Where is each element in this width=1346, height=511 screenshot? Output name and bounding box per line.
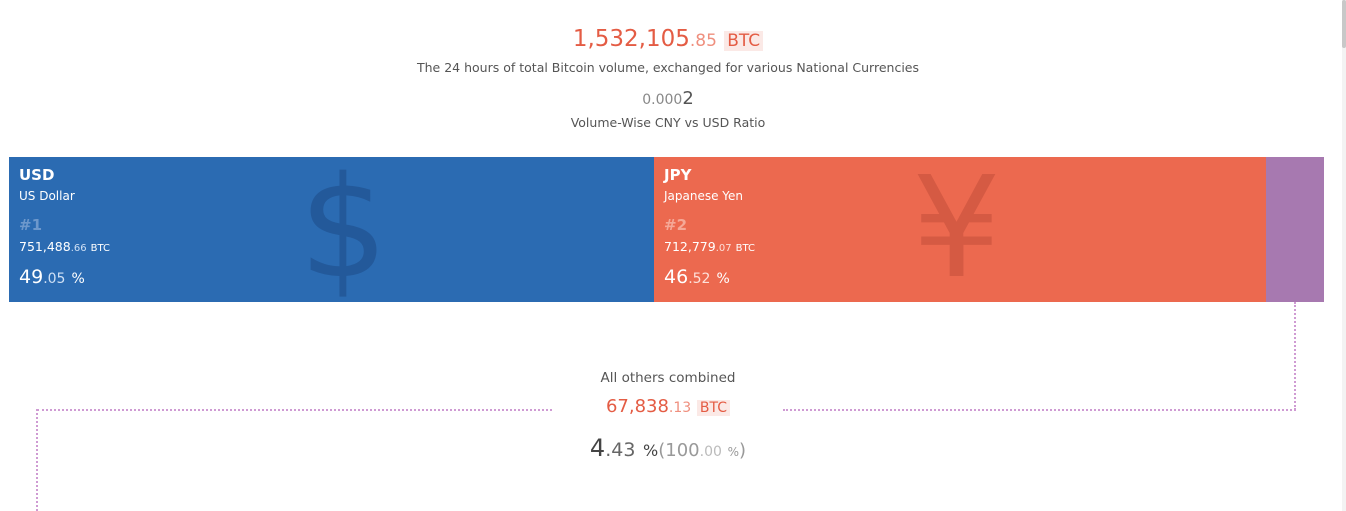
total-volume-unit: BTC	[724, 31, 764, 51]
connector-right-horizontal	[783, 409, 1296, 411]
volume-dec: .66	[70, 243, 87, 254]
share-dec: .52	[688, 271, 711, 287]
others-share-dec: .43	[605, 439, 636, 461]
ratio-description: Volume-Wise CNY vs USD Ratio	[570, 115, 766, 130]
ratio-last-digit: 2	[682, 88, 694, 109]
currency-share: 49.05 %	[19, 266, 85, 288]
share-dec: .05	[43, 271, 66, 287]
currency-bar-usd[interactable]: $ USD US Dollar #1 751,488.66 BTC 49.05 …	[9, 157, 654, 302]
volume-unit: BTC	[735, 243, 755, 254]
currency-name: Japanese Yen	[664, 189, 744, 203]
others-share-int: 4	[589, 434, 606, 462]
currency-name: US Dollar	[19, 189, 75, 203]
share-symbol: %	[716, 271, 730, 287]
total-share: (100.00 %)	[658, 440, 747, 461]
total-share-symbol: %	[727, 445, 740, 459]
currency-bar-jpy[interactable]: ¥ JPY Japanese Yen #2 712,779.07 BTC 46.…	[654, 157, 1266, 302]
connector-right-vertical	[1294, 302, 1296, 410]
total-volume-dec: .85	[689, 31, 717, 51]
cny-usd-ratio: 0.0002	[0, 88, 1336, 109]
share-int: 46	[664, 266, 689, 288]
currency-code: USD	[19, 166, 55, 184]
total-volume-description: The 24 hours of total Bitcoin volume, ex…	[417, 60, 919, 75]
connector-left-vertical	[36, 409, 38, 511]
total-share-int: 100	[665, 440, 700, 461]
connector-left-horizontal	[37, 409, 552, 411]
volume-int: 751,488	[19, 239, 71, 254]
others-share-symbol: %	[643, 441, 659, 460]
others-volume-dec: .13	[668, 400, 692, 416]
total-volume-int: 1,532,105	[572, 26, 690, 52]
others-volume-int: 67,838	[605, 396, 669, 417]
currency-volume: 751,488.66 BTC	[19, 239, 110, 254]
ratio-lead: 0.000	[642, 92, 683, 108]
currency-code: JPY	[664, 166, 692, 184]
others-title: All others combined	[600, 370, 736, 386]
others-volume-unit: BTC	[696, 400, 731, 416]
volume-unit: BTC	[90, 243, 110, 254]
volume-dec: .07	[715, 243, 732, 254]
currency-rank: #2	[664, 216, 688, 234]
total-volume: 1,532,105.85 BTC	[0, 26, 1336, 52]
yen-icon: ¥	[912, 157, 1002, 302]
currency-volume: 712,779.07 BTC	[664, 239, 755, 254]
others-volume: 67,838.13 BTC	[0, 396, 1336, 417]
others-share: 4.43 %(100.00 %)	[0, 434, 1336, 462]
currency-rank: #1	[19, 216, 43, 234]
currency-share: 46.52 %	[664, 266, 730, 288]
share-symbol: %	[71, 271, 85, 287]
currency-bar-others[interactable]	[1266, 157, 1324, 302]
page-scrollbar[interactable]	[1342, 0, 1346, 511]
scrollbar-thumb[interactable]	[1342, 0, 1346, 48]
volume-int: 712,779	[664, 239, 716, 254]
total-share-dec: .00	[699, 444, 722, 460]
share-int: 49	[19, 266, 44, 288]
dollar-icon: $	[299, 157, 389, 302]
